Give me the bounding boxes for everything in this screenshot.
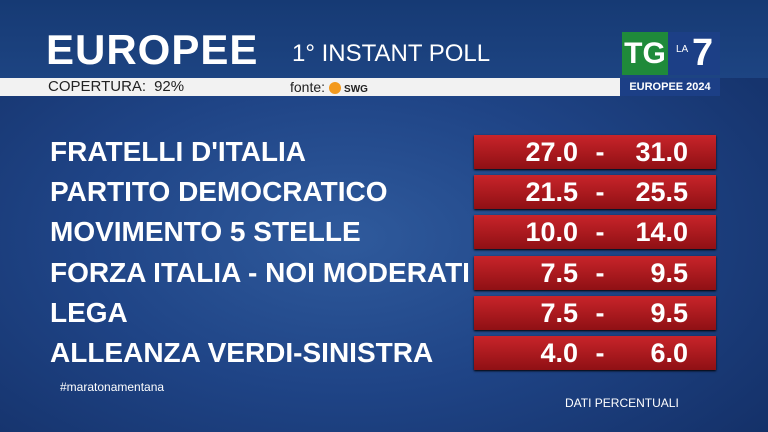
range-low: 21.5 bbox=[525, 177, 578, 208]
range-sep: - bbox=[595, 297, 605, 328]
range-low: 27.0 bbox=[525, 137, 578, 167]
range-box bbox=[474, 175, 716, 210]
coverage: COPERTURA: 92% bbox=[48, 78, 192, 96]
range-box bbox=[474, 215, 716, 250]
info-strip bbox=[0, 78, 720, 96]
coverage-value: 92% bbox=[154, 78, 185, 95]
party-name: MOVIMENTO 5 STELLE bbox=[50, 216, 361, 248]
logo-la: LA bbox=[676, 44, 689, 55]
source-label: fonte: bbox=[290, 79, 326, 95]
coverage-label: COPERTURA: bbox=[48, 78, 147, 95]
party-name: PARTITO DEMOCRATICO bbox=[50, 176, 388, 208]
range-high: 25.5 bbox=[635, 177, 688, 208]
range-sep: - bbox=[595, 257, 605, 288]
range-box bbox=[474, 135, 716, 169]
source-name: SWG bbox=[344, 84, 368, 95]
source-logo bbox=[329, 82, 342, 94]
range-box bbox=[474, 295, 716, 330]
hashtag: #maratonamentana bbox=[60, 380, 165, 394]
logo-la7: LA 7 bbox=[668, 32, 720, 75]
range-high: 9.5 bbox=[650, 257, 688, 288]
range-sep: - bbox=[595, 338, 605, 368]
range-low: 10.0 bbox=[525, 217, 578, 248]
logo-caption: EUROPEE 2024 bbox=[620, 78, 720, 96]
range-sep: - bbox=[595, 217, 605, 248]
range-low: 7.5 bbox=[540, 257, 578, 288]
subtitle: 1° INSTANT POLL bbox=[292, 40, 491, 67]
range-high: 6.0 bbox=[650, 338, 688, 368]
range-box bbox=[474, 255, 716, 290]
logo-seven: 7 bbox=[692, 32, 714, 74]
party-name: LEGA bbox=[50, 296, 128, 328]
logo-tg: TG bbox=[622, 32, 668, 75]
range-sep: - bbox=[595, 177, 605, 208]
range-low: 4.0 bbox=[540, 338, 578, 368]
range-high: 31.0 bbox=[635, 137, 688, 167]
party-name: FRATELLI D'ITALIA bbox=[50, 136, 307, 167]
range-box bbox=[474, 336, 716, 370]
title: EUROPEE bbox=[46, 26, 259, 73]
range-high: 14.0 bbox=[635, 217, 688, 248]
range-low: 7.5 bbox=[540, 297, 578, 328]
range-high: 9.5 bbox=[650, 297, 688, 328]
source: fonte: SWG bbox=[290, 78, 368, 99]
note: DATI PERCENTUALI bbox=[565, 396, 679, 410]
party-name: ALLEANZA VERDI-SINISTRA bbox=[50, 337, 434, 368]
party-name: FORZA ITALIA - NOI MODERATI bbox=[50, 256, 470, 288]
range-sep: - bbox=[595, 137, 605, 167]
